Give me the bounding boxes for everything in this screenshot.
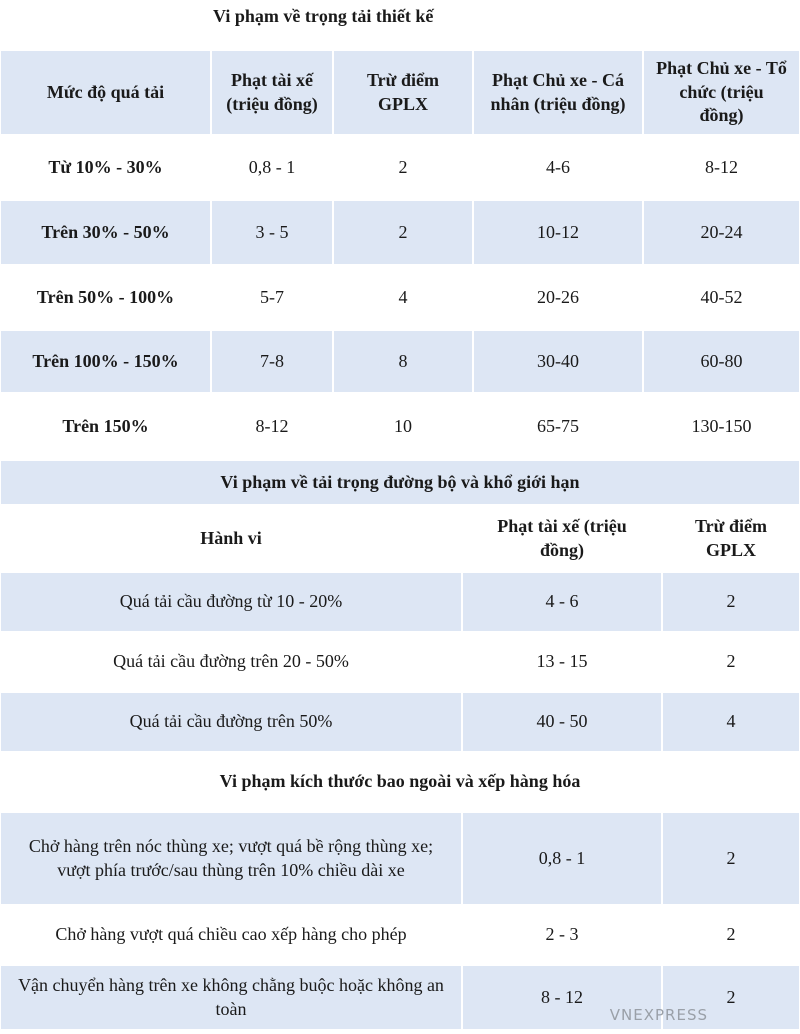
header-cell: Trừ điểm GPLX xyxy=(334,51,472,134)
table-cell: 2 xyxy=(663,966,799,1029)
table-cell: Chở hàng trên nóc thùng xe; vượt quá bề … xyxy=(1,813,461,904)
table-cell: Vận chuyển hàng trên xe không chằng buộc… xyxy=(1,966,461,1029)
table-cell: 3 - 5 xyxy=(212,201,332,264)
table-cell: 2 xyxy=(398,156,408,177)
header-cell: Phạt tài xế (triệu đồng) xyxy=(212,51,332,134)
table-cell: Quá tải cầu đường từ 10 - 20% xyxy=(1,573,461,631)
header-cell: Phạt tài xế (triệu đồng) xyxy=(497,516,627,560)
table-cell: 10 xyxy=(394,415,412,436)
watermark: VNEXPRESS xyxy=(609,1006,708,1024)
table-cell: Trên 50% - 100% xyxy=(36,286,175,307)
table-cell: 20-26 xyxy=(537,286,579,307)
table-cell: Từ 10% - 30% xyxy=(48,156,163,177)
header-cell: Phạt Chủ xe - Tổ chức (triệu đồng) xyxy=(644,51,799,134)
table-cell: 40 - 50 xyxy=(463,693,661,751)
table-cell: 2 - 3 xyxy=(545,924,579,945)
section-title: Vi phạm về tải trọng đường bộ và khổ giớ… xyxy=(1,461,799,504)
table-cell: Quá tải cầu đường trên 50% xyxy=(1,693,461,751)
table-cell: 20-24 xyxy=(644,201,799,264)
table-cell: Quá tải cầu đường trên 20 - 50% xyxy=(113,651,349,672)
table-cell: 2 xyxy=(334,201,472,264)
table-cell: 5-7 xyxy=(260,286,284,307)
table-cell: 10-12 xyxy=(474,201,642,264)
table-cell: 2 xyxy=(663,573,799,631)
table-cell: 4 xyxy=(663,693,799,751)
table-cell: 13 - 15 xyxy=(536,651,588,672)
table-cell: 8-12 xyxy=(705,156,738,177)
table-cell: 40-52 xyxy=(700,286,743,307)
header-cell: Trừ điểm GPLX xyxy=(695,516,767,560)
table-cell: 8-12 xyxy=(255,415,289,436)
title: Vi phạm về trọng tải thiết kế xyxy=(213,6,434,26)
table-cell: 7-8 xyxy=(212,331,332,392)
table-cell: Trên 30% - 50% xyxy=(1,201,210,264)
table-cell: 4 xyxy=(398,286,408,307)
table-cell: 60-80 xyxy=(644,331,799,392)
table-cell: 0,8 - 1 xyxy=(248,156,296,177)
table-cell: 30-40 xyxy=(474,331,642,392)
section-title: Vi phạm kích thước bao ngoài và xếp hàng… xyxy=(219,771,581,792)
table-cell: Trên 150% xyxy=(62,415,149,436)
table-cell: 0,8 - 1 xyxy=(463,813,661,904)
header-cell: Mức độ quá tải xyxy=(1,51,210,134)
table-cell: 8 xyxy=(334,331,472,392)
table-cell: 2 xyxy=(726,924,736,945)
table-cell: 65-75 xyxy=(537,415,579,436)
table-cell: Trên 100% - 150% xyxy=(1,331,210,392)
header-cell: Hành vi xyxy=(200,527,262,548)
table-cell: Chở hàng vượt quá chiều cao xếp hàng cho… xyxy=(55,924,407,945)
table-cell: 4-6 xyxy=(546,156,570,177)
table-cell: 2 xyxy=(726,651,736,672)
table-cell: 8 - 12 xyxy=(463,966,661,1029)
table-cell: 2 xyxy=(663,813,799,904)
header-cell: Phạt Chủ xe - Cá nhân (triệu đồng) xyxy=(474,51,642,134)
table-cell: 130-150 xyxy=(691,415,752,436)
table-cell: 4 - 6 xyxy=(463,573,661,631)
